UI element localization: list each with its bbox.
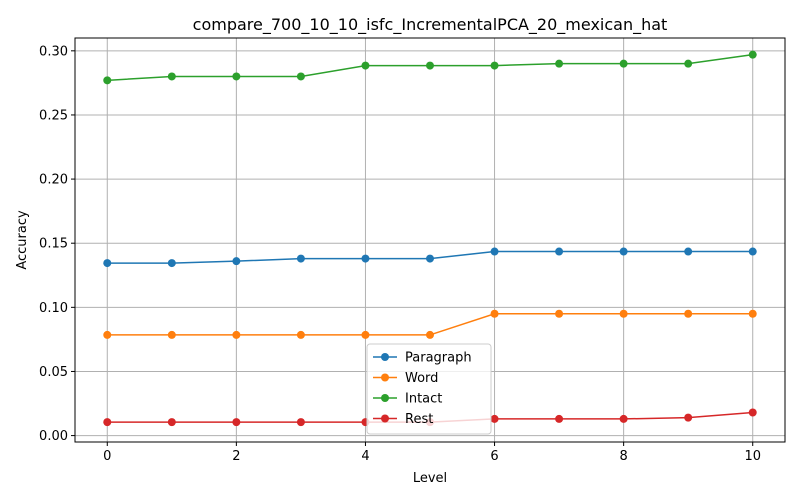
data-point [684, 247, 693, 256]
legend-item: Intact [373, 392, 442, 407]
data-point [103, 418, 112, 427]
x-axis-label: Level [413, 471, 447, 486]
series-paragraph [103, 247, 757, 268]
x-tick-label: 10 [744, 449, 761, 464]
data-point [167, 72, 176, 81]
data-point [619, 59, 628, 68]
data-point [619, 309, 628, 318]
legend-label: Intact [405, 392, 442, 407]
data-point [361, 61, 370, 70]
y-tick-label: 0.00 [39, 429, 68, 444]
legend-label: Rest [405, 412, 433, 427]
legend-marker [381, 394, 389, 402]
data-point [426, 254, 434, 263]
data-point [232, 257, 241, 266]
data-point [296, 418, 305, 427]
x-tick-label: 4 [361, 449, 369, 464]
chart-title: compare_700_10_10_isfc_IncrementalPCA_20… [193, 15, 668, 35]
x-tick-label: 2 [232, 449, 240, 464]
x-tick-label: 0 [103, 449, 111, 464]
x-tick-label: 8 [619, 449, 627, 464]
data-point [232, 330, 241, 339]
data-point [555, 309, 564, 318]
y-tick-label: 0.10 [39, 301, 68, 316]
data-point [167, 259, 176, 268]
data-point [555, 247, 564, 256]
data-point [748, 309, 757, 318]
data-point [103, 76, 112, 85]
data-point [103, 259, 112, 268]
data-point [361, 254, 370, 263]
data-point [555, 414, 564, 423]
grid [75, 38, 785, 442]
legend-box [366, 343, 492, 435]
legend-item: Paragraph [373, 351, 472, 366]
data-point [748, 247, 757, 256]
legend-marker [381, 373, 389, 382]
y-axis-label: Accuracy [15, 210, 30, 270]
data-point [490, 61, 499, 70]
y-tick-label: 0.15 [39, 237, 68, 252]
data-point [684, 309, 693, 318]
series-word [103, 309, 757, 339]
data-point [490, 414, 499, 423]
y-tick-label: 0.20 [39, 173, 68, 188]
x-tick-label: 6 [490, 449, 498, 464]
legend-item: Rest [373, 412, 433, 427]
data-point [684, 59, 693, 68]
legend: Paragraph Word Intact Rest [366, 343, 492, 435]
data-point [619, 247, 628, 256]
series-intact [103, 50, 757, 85]
data-point [684, 413, 693, 422]
data-point [296, 254, 305, 263]
data-point [426, 61, 434, 70]
data-point [232, 72, 241, 81]
data-point [426, 330, 434, 339]
y-tick-label: 0.25 [39, 108, 68, 123]
data-point [490, 247, 499, 256]
data-point [167, 330, 176, 339]
data-point [361, 330, 370, 339]
legend-marker [381, 353, 389, 361]
data-point [296, 330, 305, 339]
data-point [619, 414, 628, 423]
legend-label: Word [405, 371, 438, 386]
legend-label: Paragraph [405, 351, 472, 366]
data-point [232, 418, 241, 427]
data-point [103, 330, 112, 339]
plot-frame [74, 37, 786, 443]
series-group [103, 50, 757, 427]
data-point [490, 309, 499, 318]
data-point [748, 408, 757, 417]
y-tick-label: 0.30 [39, 44, 68, 59]
legend-marker [381, 414, 389, 423]
ticks: 0 2 4 6 8 10 0.00 0.05 0.10 0.15 0.20 0.25 0.30 [39, 44, 761, 464]
data-point [748, 50, 757, 59]
data-point [555, 59, 564, 68]
legend-item: Word [373, 371, 438, 386]
data-point [167, 418, 176, 427]
data-point [296, 72, 305, 81]
y-tick-label: 0.05 [39, 365, 68, 380]
